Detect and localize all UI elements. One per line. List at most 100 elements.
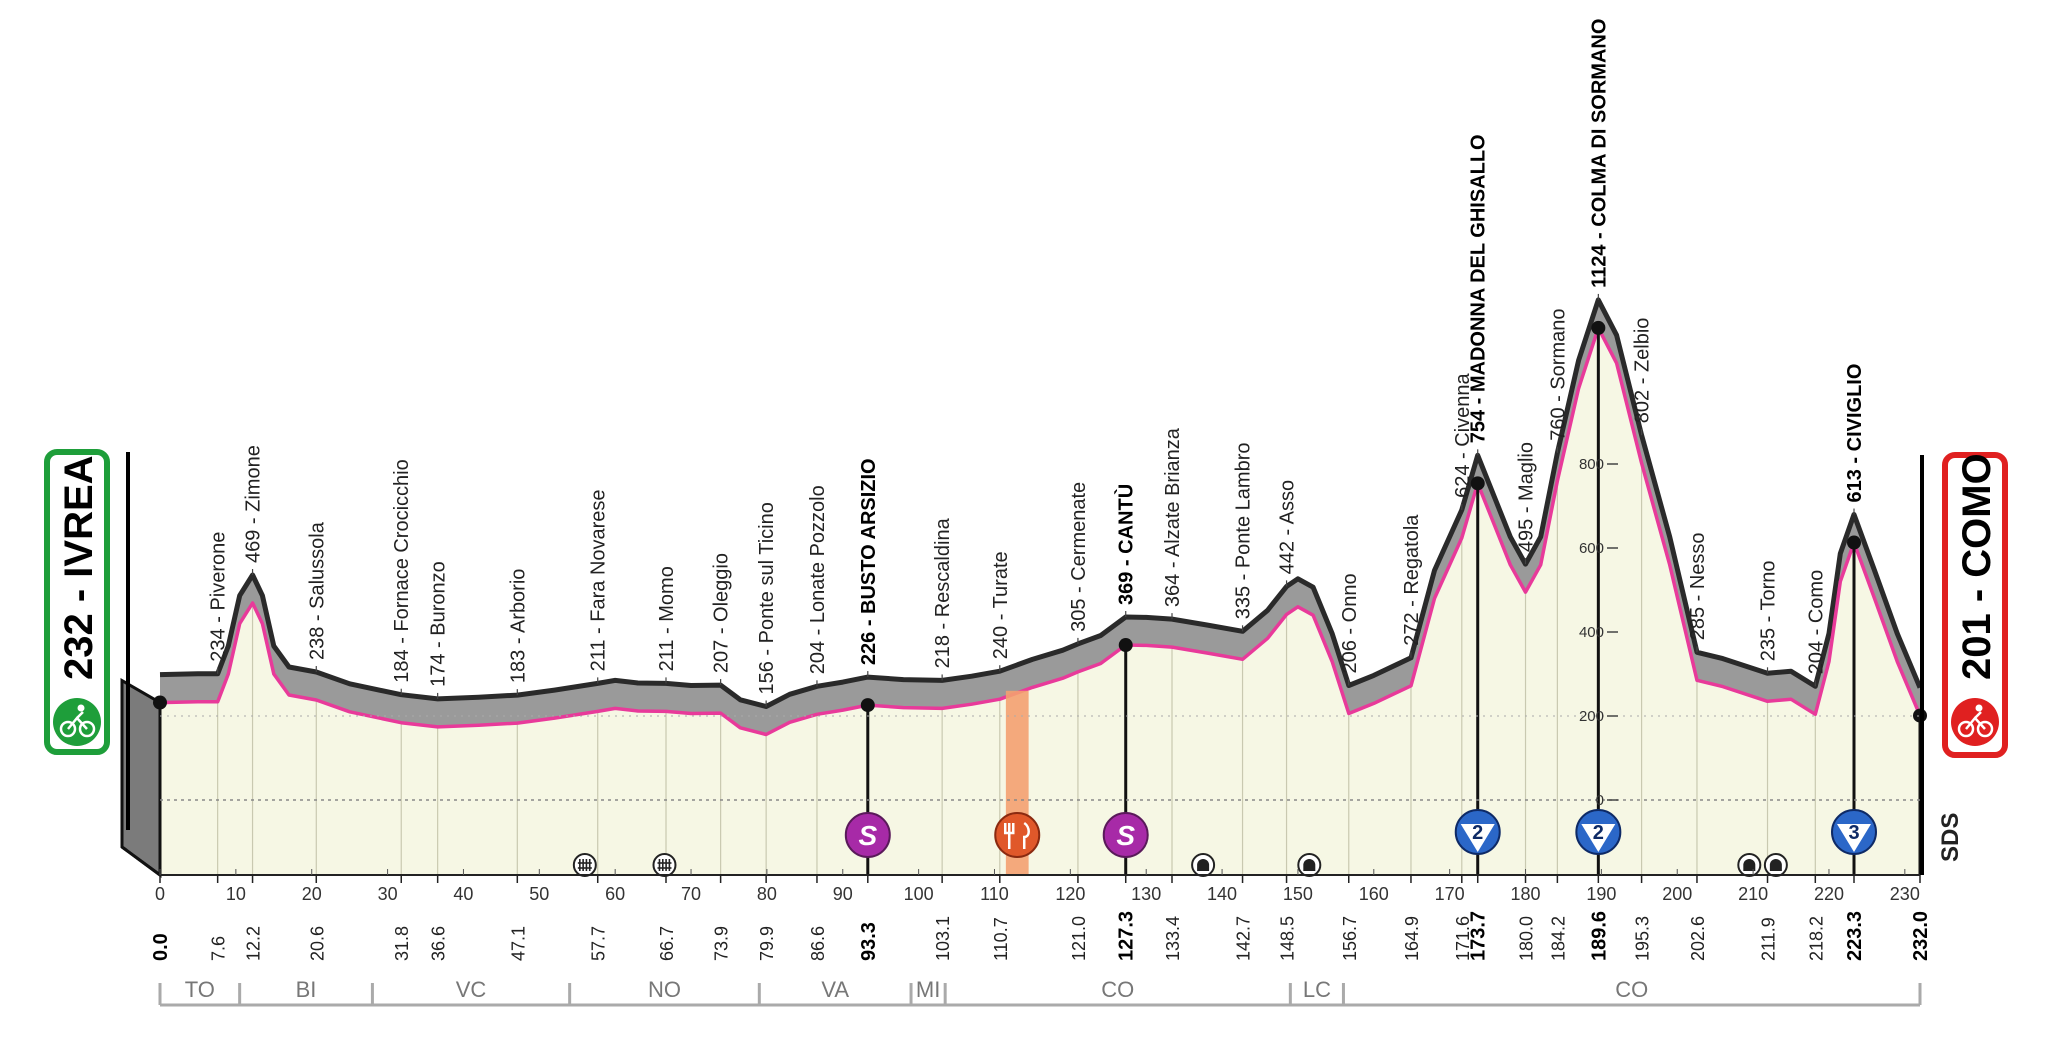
km-tick-label: 40 — [453, 884, 473, 904]
level-crossing-icon — [652, 853, 677, 877]
waypoint-label: 624 - Civenna — [1452, 373, 1474, 498]
waypoint-label: 211 - Momo — [656, 566, 678, 671]
waypoint-label: 238 - Salussola — [306, 521, 328, 660]
base-edge-left — [121, 845, 161, 877]
tunnel-arch — [1769, 859, 1782, 871]
km-tick-label: 50 — [529, 884, 549, 904]
waypoint-label: 754 - MADONNA DEL GHISALLO — [1468, 134, 1490, 443]
distance-label: 133.4 — [1163, 916, 1183, 961]
province-label: VA — [821, 977, 849, 1002]
waypoint-marker-dot — [1591, 320, 1606, 335]
distance-label: 0.0 — [150, 933, 172, 961]
elevation-band — [160, 299, 1920, 735]
waypoint-label: 211 - Fara Novarese — [588, 489, 610, 671]
tunnel-arch — [1303, 859, 1316, 871]
finish-label: 201 - COMO — [1955, 453, 1999, 680]
distance-label: 79.9 — [757, 926, 777, 961]
distance-label: 195.3 — [1633, 916, 1653, 961]
distance-label: 184.2 — [1548, 916, 1568, 961]
distance-label: 7.6 — [209, 936, 229, 961]
waypoint-label: 204 - Lonate Pozzolo — [807, 485, 829, 674]
distance-label: 31.8 — [392, 926, 412, 961]
km-tick-label: 130 — [1131, 884, 1161, 904]
km-tick-label: 180 — [1510, 884, 1540, 904]
distance-label: 36.6 — [429, 926, 449, 961]
waypoint-label: 802 - Zelbio — [1632, 318, 1654, 424]
waypoint-label: 495 - Maglio — [1516, 442, 1538, 552]
waypoint-label: 272 - Regatola — [1401, 514, 1423, 646]
gpm-category-label: 3 — [1848, 822, 1859, 844]
km-tick-label: 150 — [1283, 884, 1313, 904]
distance-label: 12.2 — [244, 926, 264, 961]
waypoint-marker-dot — [1847, 535, 1861, 550]
distance-label: 202.6 — [1688, 916, 1708, 961]
waypoint-label: 234 - Piverone — [208, 532, 230, 662]
feed-zone-icon — [994, 812, 1041, 858]
km-tick-label: 60 — [605, 884, 625, 904]
km-tick-label: 30 — [378, 884, 398, 904]
km-tick-label: 10 — [226, 884, 246, 904]
km-tick-label: 20 — [302, 884, 322, 904]
start-badge: 232 - IVREA — [44, 449, 110, 755]
distance-label: 156.7 — [1340, 916, 1360, 961]
province-label: CO — [1615, 977, 1648, 1002]
waypoint-label: 613 - CIVIGLIO — [1844, 364, 1866, 503]
waypoint-label: 156 - Ponte sul Ticino — [756, 502, 778, 694]
altitude-tick-label: 400 — [1579, 624, 1604, 641]
km-tick-label: 100 — [904, 884, 934, 904]
sprint-icon — [844, 812, 891, 858]
tunnel-arch — [1197, 859, 1210, 871]
distance-label: 127.3 — [1116, 911, 1138, 961]
km-tick-label: 210 — [1738, 884, 1768, 904]
province-label: NO — [648, 977, 681, 1002]
province-label: CO — [1101, 977, 1134, 1002]
waypoint-label: 218 - Rescaldina — [932, 517, 954, 668]
distance-label: 57.7 — [589, 926, 609, 961]
province-label: VC — [456, 977, 487, 1002]
profile-panel — [160, 327, 1920, 875]
waypoint-label: 469 - Zimone — [243, 445, 265, 563]
waypoint-label: 183 - Arborio — [507, 569, 529, 684]
distance-label: 171.6 — [1453, 916, 1473, 961]
gpm-triangle — [1581, 824, 1616, 852]
distance-label: 47.1 — [508, 926, 528, 961]
km-tick-label: 170 — [1435, 884, 1465, 904]
province-label: LC — [1303, 977, 1331, 1002]
waypoint-label: 184 - Fornace Crocicchio — [391, 459, 413, 682]
distance-label: 73.9 — [712, 926, 732, 961]
distance-label: 20.6 — [307, 926, 327, 961]
km-tick-label: 220 — [1814, 884, 1844, 904]
waypoint-marker-dot — [153, 695, 167, 710]
distance-label: 164.9 — [1402, 916, 1422, 961]
start-label: 232 - IVREA — [57, 455, 101, 680]
waypoint-label: 240 - Turate — [990, 551, 1012, 659]
start-cyclist-icon — [53, 698, 101, 746]
distance-label: 189.6 — [1588, 911, 1610, 961]
sprint-letter: S — [858, 820, 877, 851]
gpm-category-label: 2 — [1472, 822, 1483, 844]
distance-label: 173.7 — [1468, 911, 1490, 961]
province-label: MI — [916, 977, 940, 1002]
waypoint-label: 174 - Buronzo — [428, 561, 450, 687]
km-tick-label: 190 — [1586, 884, 1616, 904]
waypoint-marker-dot — [1470, 476, 1485, 491]
cutlery-icon — [1003, 821, 1030, 849]
waypoint-label: 204 - Como — [1805, 570, 1827, 675]
km-tick-label: 230 — [1890, 884, 1920, 904]
distance-label: 218.2 — [1806, 916, 1826, 961]
waypoint-label: 207 - Oleggio — [711, 553, 733, 673]
waypoint-label: 1124 - COLMA DI SORMANO — [1588, 19, 1610, 288]
waypoint-label: 235 - Torno — [1758, 560, 1780, 661]
waypoint-label: 226 - BUSTO ARSIZIO — [858, 458, 880, 665]
km-tick-label: 80 — [757, 884, 777, 904]
distance-label: 142.7 — [1234, 916, 1254, 961]
distance-label: 148.5 — [1278, 916, 1298, 961]
gpm-triangle — [1460, 824, 1495, 852]
distance-label: 211.9 — [1759, 917, 1779, 961]
distance-label: 93.3 — [858, 922, 880, 961]
gpm-triangle — [1837, 824, 1871, 852]
km-tick-label: 200 — [1662, 884, 1692, 904]
brand-logo: SDS — [1937, 813, 1964, 862]
km-tick-label: 120 — [1055, 884, 1085, 904]
distance-label: 223.3 — [1844, 911, 1866, 961]
